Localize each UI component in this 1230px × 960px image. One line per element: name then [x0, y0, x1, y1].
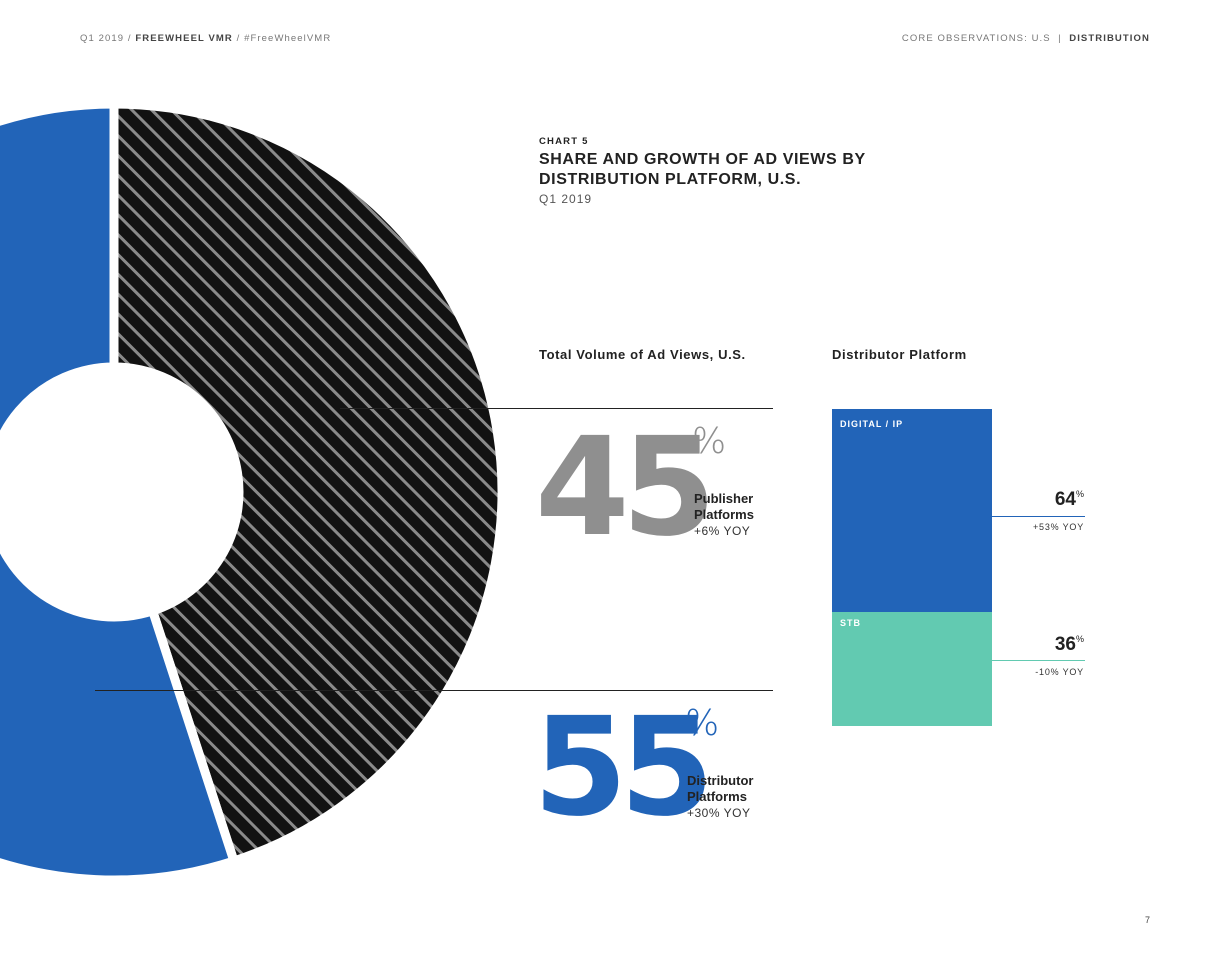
donut-slice-distributor: [0, 99, 240, 885]
publisher-share-value: 45: [535, 409, 716, 567]
digital-ip-share-unit: %: [1075, 489, 1084, 499]
digital-ip-yoy: +53% YOY: [1032, 522, 1084, 532]
donut-slices: [0, 99, 507, 885]
digital-ip-leader-line: [992, 516, 1085, 517]
publisher-label-line2: Platforms: [694, 507, 754, 522]
stb-share-value: 36: [1054, 634, 1076, 655]
stb-yoy: -10% YOY: [1035, 667, 1084, 677]
distributor-label-line1: Distributor: [687, 773, 754, 788]
stb-leader-line: [992, 660, 1085, 661]
digital-ip-share-value: 64: [1054, 489, 1076, 510]
distributor-percent-sign: %: [685, 703, 720, 744]
chart-period: Q1 2019: [539, 192, 593, 206]
publisher-label-line1: Publisher: [694, 491, 754, 506]
distributor-share-value: 55: [533, 689, 714, 847]
total-volume-heading: Total Volume of Ad Views, U.S.: [539, 347, 746, 362]
publisher-label: Publisher Platforms: [694, 491, 754, 523]
header-brand: FREEWHEEL VMR: [135, 33, 233, 44]
distributor-label-line2: Platforms: [687, 789, 747, 804]
publisher-yoy: +6% YOY: [694, 524, 751, 538]
header-left: Q1 2019 / FREEWHEEL VMR / #FreeWheelVMR: [80, 33, 332, 44]
digital-ip-label: DIGITAL / IP: [840, 419, 904, 429]
donut-slice-publisher: [109, 99, 507, 867]
header-topic: DISTRIBUTION: [1069, 33, 1150, 44]
header-right: CORE OBSERVATIONS: U.S | DISTRIBUTION: [901, 33, 1150, 44]
publisher-percent-sign: %: [692, 421, 727, 462]
stb-bar-segment: STB: [832, 611, 992, 726]
publisher-rule: [340, 408, 773, 409]
digital-ip-bar-segment: DIGITAL / IP: [832, 409, 992, 612]
header-date: Q1 2019: [80, 33, 125, 44]
distributor-yoy: +30% YOY: [687, 806, 751, 820]
header-section: CORE OBSERVATIONS: U.S: [901, 33, 1051, 44]
stb-share: 36%: [1055, 634, 1084, 656]
chart-title: SHARE AND GROWTH OF AD VIEWS BY DISTRIBU…: [539, 151, 866, 188]
digital-ip-share: 64%: [1055, 489, 1084, 511]
distributor-platform-heading: Distributor Platform: [832, 347, 967, 362]
stb-label: STB: [840, 617, 861, 628]
stb-share-unit: %: [1075, 634, 1084, 644]
page-number: 7: [1144, 915, 1150, 925]
distributor-rule: [95, 690, 773, 691]
chart-number: CHART 5: [539, 136, 589, 147]
header-hashtag: #FreeWheelVMR: [244, 33, 332, 44]
distributor-label: Distributor Platforms: [687, 773, 753, 805]
